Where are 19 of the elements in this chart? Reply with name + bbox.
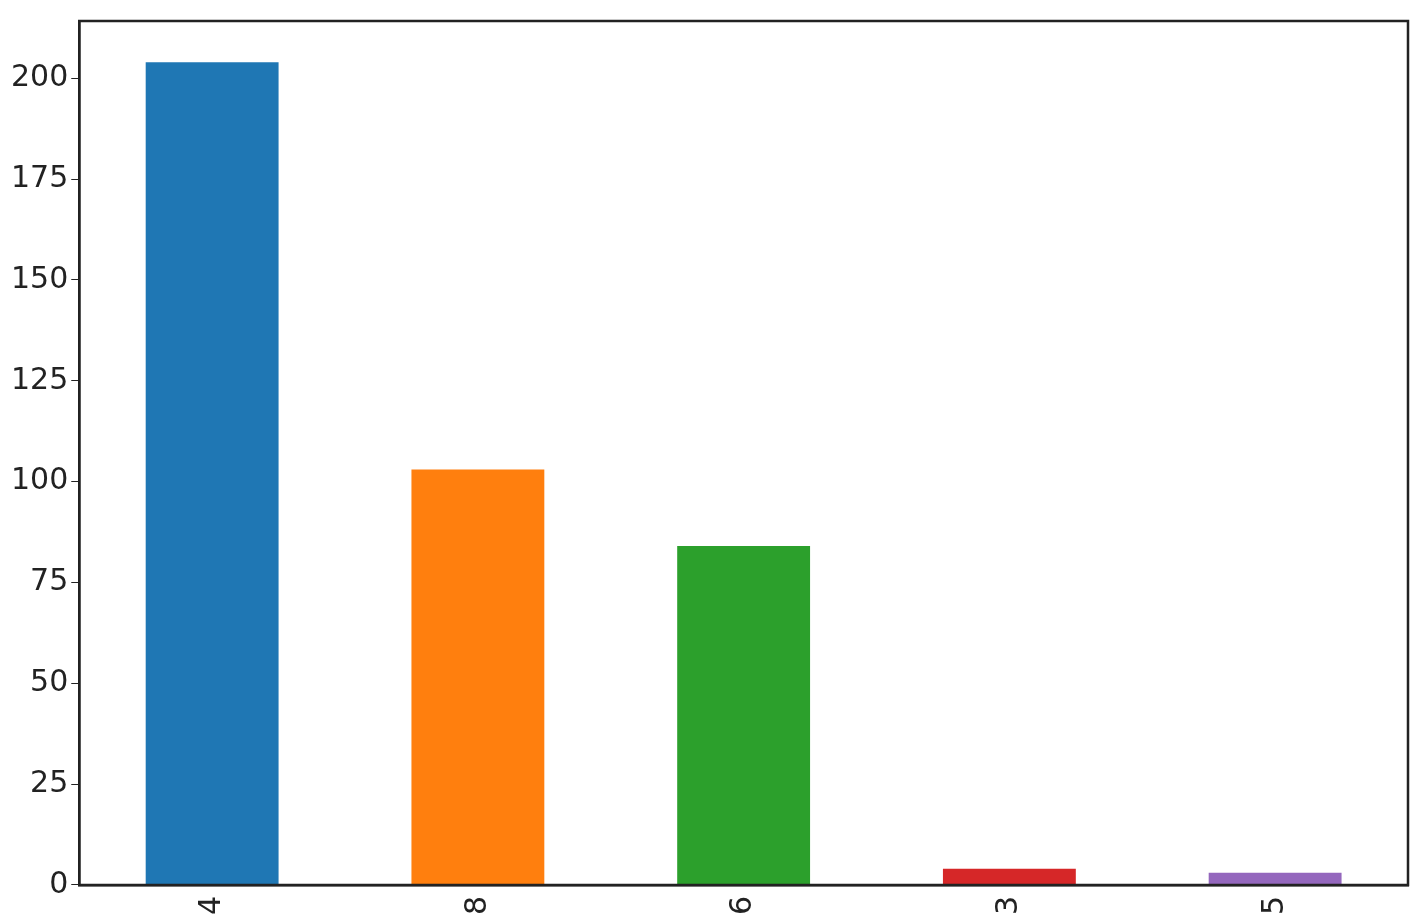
y-tick-label: 200 (11, 58, 69, 94)
x-tick-label: 3 (989, 895, 1025, 916)
y-tick-label: 25 (30, 763, 69, 799)
x-tick-label: 8 (457, 895, 493, 916)
y-tick-label: 100 (11, 461, 69, 497)
x-tick-label: 4 (191, 895, 227, 916)
y-tick-label: 50 (30, 663, 69, 699)
x-tick-label: 5 (1254, 895, 1290, 916)
y-tick-label: 0 (49, 864, 69, 900)
bar (677, 546, 811, 885)
x-tick-label: 6 (723, 895, 759, 916)
y-tick-label: 125 (11, 360, 69, 396)
y-tick-label: 175 (11, 158, 69, 194)
bar (942, 868, 1076, 885)
y-tick-label: 150 (11, 259, 69, 295)
bar (1208, 872, 1342, 885)
bar (411, 469, 545, 885)
bar (145, 62, 279, 885)
y-tick-label: 75 (30, 562, 69, 598)
